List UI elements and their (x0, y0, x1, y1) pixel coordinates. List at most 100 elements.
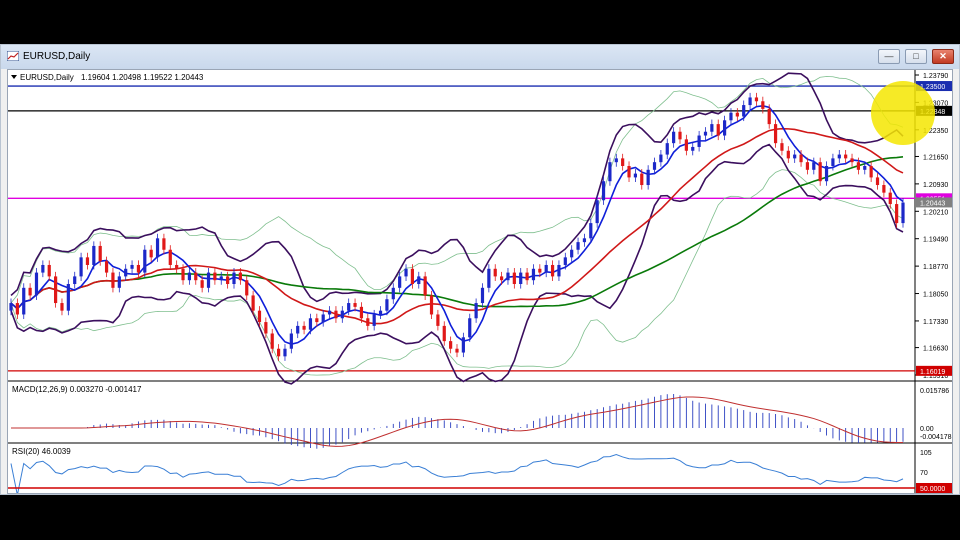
candle-body (449, 341, 453, 349)
chart-window-icon (7, 51, 19, 61)
candle-body (60, 303, 64, 311)
candle-body (429, 295, 434, 315)
candle-body (194, 272, 198, 281)
price-tick-label: 1.23070 (923, 100, 948, 107)
macd-tick-top: 0.015786 (920, 388, 949, 395)
candle-body (398, 276, 402, 288)
candle-body (442, 325, 446, 342)
candle-body (563, 257, 567, 265)
candle-body (149, 249, 153, 258)
candle-body (856, 162, 860, 170)
candle-body (844, 154, 848, 159)
candle-body (423, 276, 427, 296)
candle-body (436, 314, 440, 326)
candle-body (85, 257, 90, 265)
candle-body (550, 264, 555, 277)
candle-body (646, 169, 650, 186)
candle-body (391, 287, 395, 300)
candle-body (162, 238, 166, 250)
candle-body (200, 280, 204, 288)
candle-body (98, 245, 102, 262)
candle-body (633, 173, 637, 178)
candle-body (544, 264, 548, 273)
candle-body (697, 135, 701, 147)
candle-body (461, 337, 465, 353)
price-tick-label: 1.22350 (923, 128, 948, 135)
candle-body (155, 238, 160, 258)
candle-body (54, 276, 58, 304)
candle-body (15, 303, 19, 315)
candle-body (493, 268, 497, 277)
candle-body (888, 192, 892, 205)
candle-body (251, 295, 255, 311)
chart-area[interactable]: 1.23790 1.23070 1.22350 1.21650 1.20930 1.202… (7, 69, 953, 496)
price-tick-label: 1.18050 (923, 292, 948, 299)
maximize-button[interactable]: □ (905, 49, 927, 64)
candle-body (735, 112, 739, 117)
candle-body (557, 264, 561, 277)
rsi-tick-105: 105 (920, 450, 932, 457)
candle-body (767, 108, 771, 125)
bb-outer-upper (10, 72, 904, 303)
collapse-arrow-icon[interactable] (11, 75, 17, 79)
candle-body (226, 276, 230, 285)
candle-body (729, 112, 733, 121)
window-titlebar[interactable]: EURUSD,Daily — □ ✕ (1, 45, 959, 69)
ma-fast-line (10, 105, 904, 345)
candle-body (219, 276, 223, 281)
candle-body (882, 185, 886, 193)
candle-body (621, 158, 625, 166)
candle-body (601, 181, 606, 201)
candle-body (500, 276, 504, 281)
rsi-level-box (916, 483, 952, 493)
price-tick-label: 1.15910 (923, 373, 948, 380)
price-tick-label: 1.16630 (923, 346, 948, 353)
price-tick-label: 1.19490 (923, 237, 948, 244)
candle-body (28, 287, 32, 296)
candle-body (347, 303, 351, 311)
candle-body (652, 162, 657, 170)
candle-body (9, 303, 13, 311)
candle-body (289, 333, 293, 349)
ohlc-values: 1.19604 1.20498 1.19522 1.20443 (81, 73, 204, 82)
candle-body (111, 272, 115, 288)
candle-body (232, 272, 236, 285)
candle-body (576, 242, 580, 250)
candle-body (474, 303, 478, 319)
candle-body (372, 314, 376, 326)
candle-body (793, 154, 797, 159)
candle-body (487, 268, 491, 288)
candle-body (754, 97, 759, 102)
candle-body (684, 139, 688, 151)
candle-body (703, 131, 708, 136)
candle-body (353, 303, 357, 307)
price-tick-label: 1.20210 (923, 209, 948, 216)
candle-body (334, 310, 338, 319)
candle-body (589, 223, 593, 239)
candle-body (614, 158, 618, 163)
candle-body (525, 272, 529, 281)
price-tick-label: 1.23790 (923, 73, 948, 80)
candle-body (385, 299, 389, 311)
close-button[interactable]: ✕ (932, 49, 954, 64)
candle-body (143, 249, 147, 273)
candle-body (531, 268, 536, 281)
price-box (916, 197, 952, 208)
candle-body (136, 264, 141, 273)
candle-body (308, 318, 313, 330)
minimize-button[interactable]: — (878, 49, 900, 64)
price-chart[interactable]: 1.23790 1.23070 1.22350 1.21650 1.20930 1.202… (8, 70, 952, 496)
candle-body (869, 165, 873, 178)
candle-body (168, 249, 172, 265)
bb-outer-lower (10, 143, 904, 385)
candle-body (595, 200, 599, 224)
rsi-label: RSI(20) 46.0039 (12, 447, 71, 456)
candle-body (181, 268, 185, 281)
candle-body (608, 162, 612, 182)
candle-body (665, 143, 669, 155)
candle-body (66, 284, 70, 311)
price-tick-label: 1.17330 (923, 319, 948, 326)
candle-body (627, 165, 631, 178)
rsi-level-label: 50.0000 (920, 486, 945, 493)
candle-body (22, 287, 26, 315)
